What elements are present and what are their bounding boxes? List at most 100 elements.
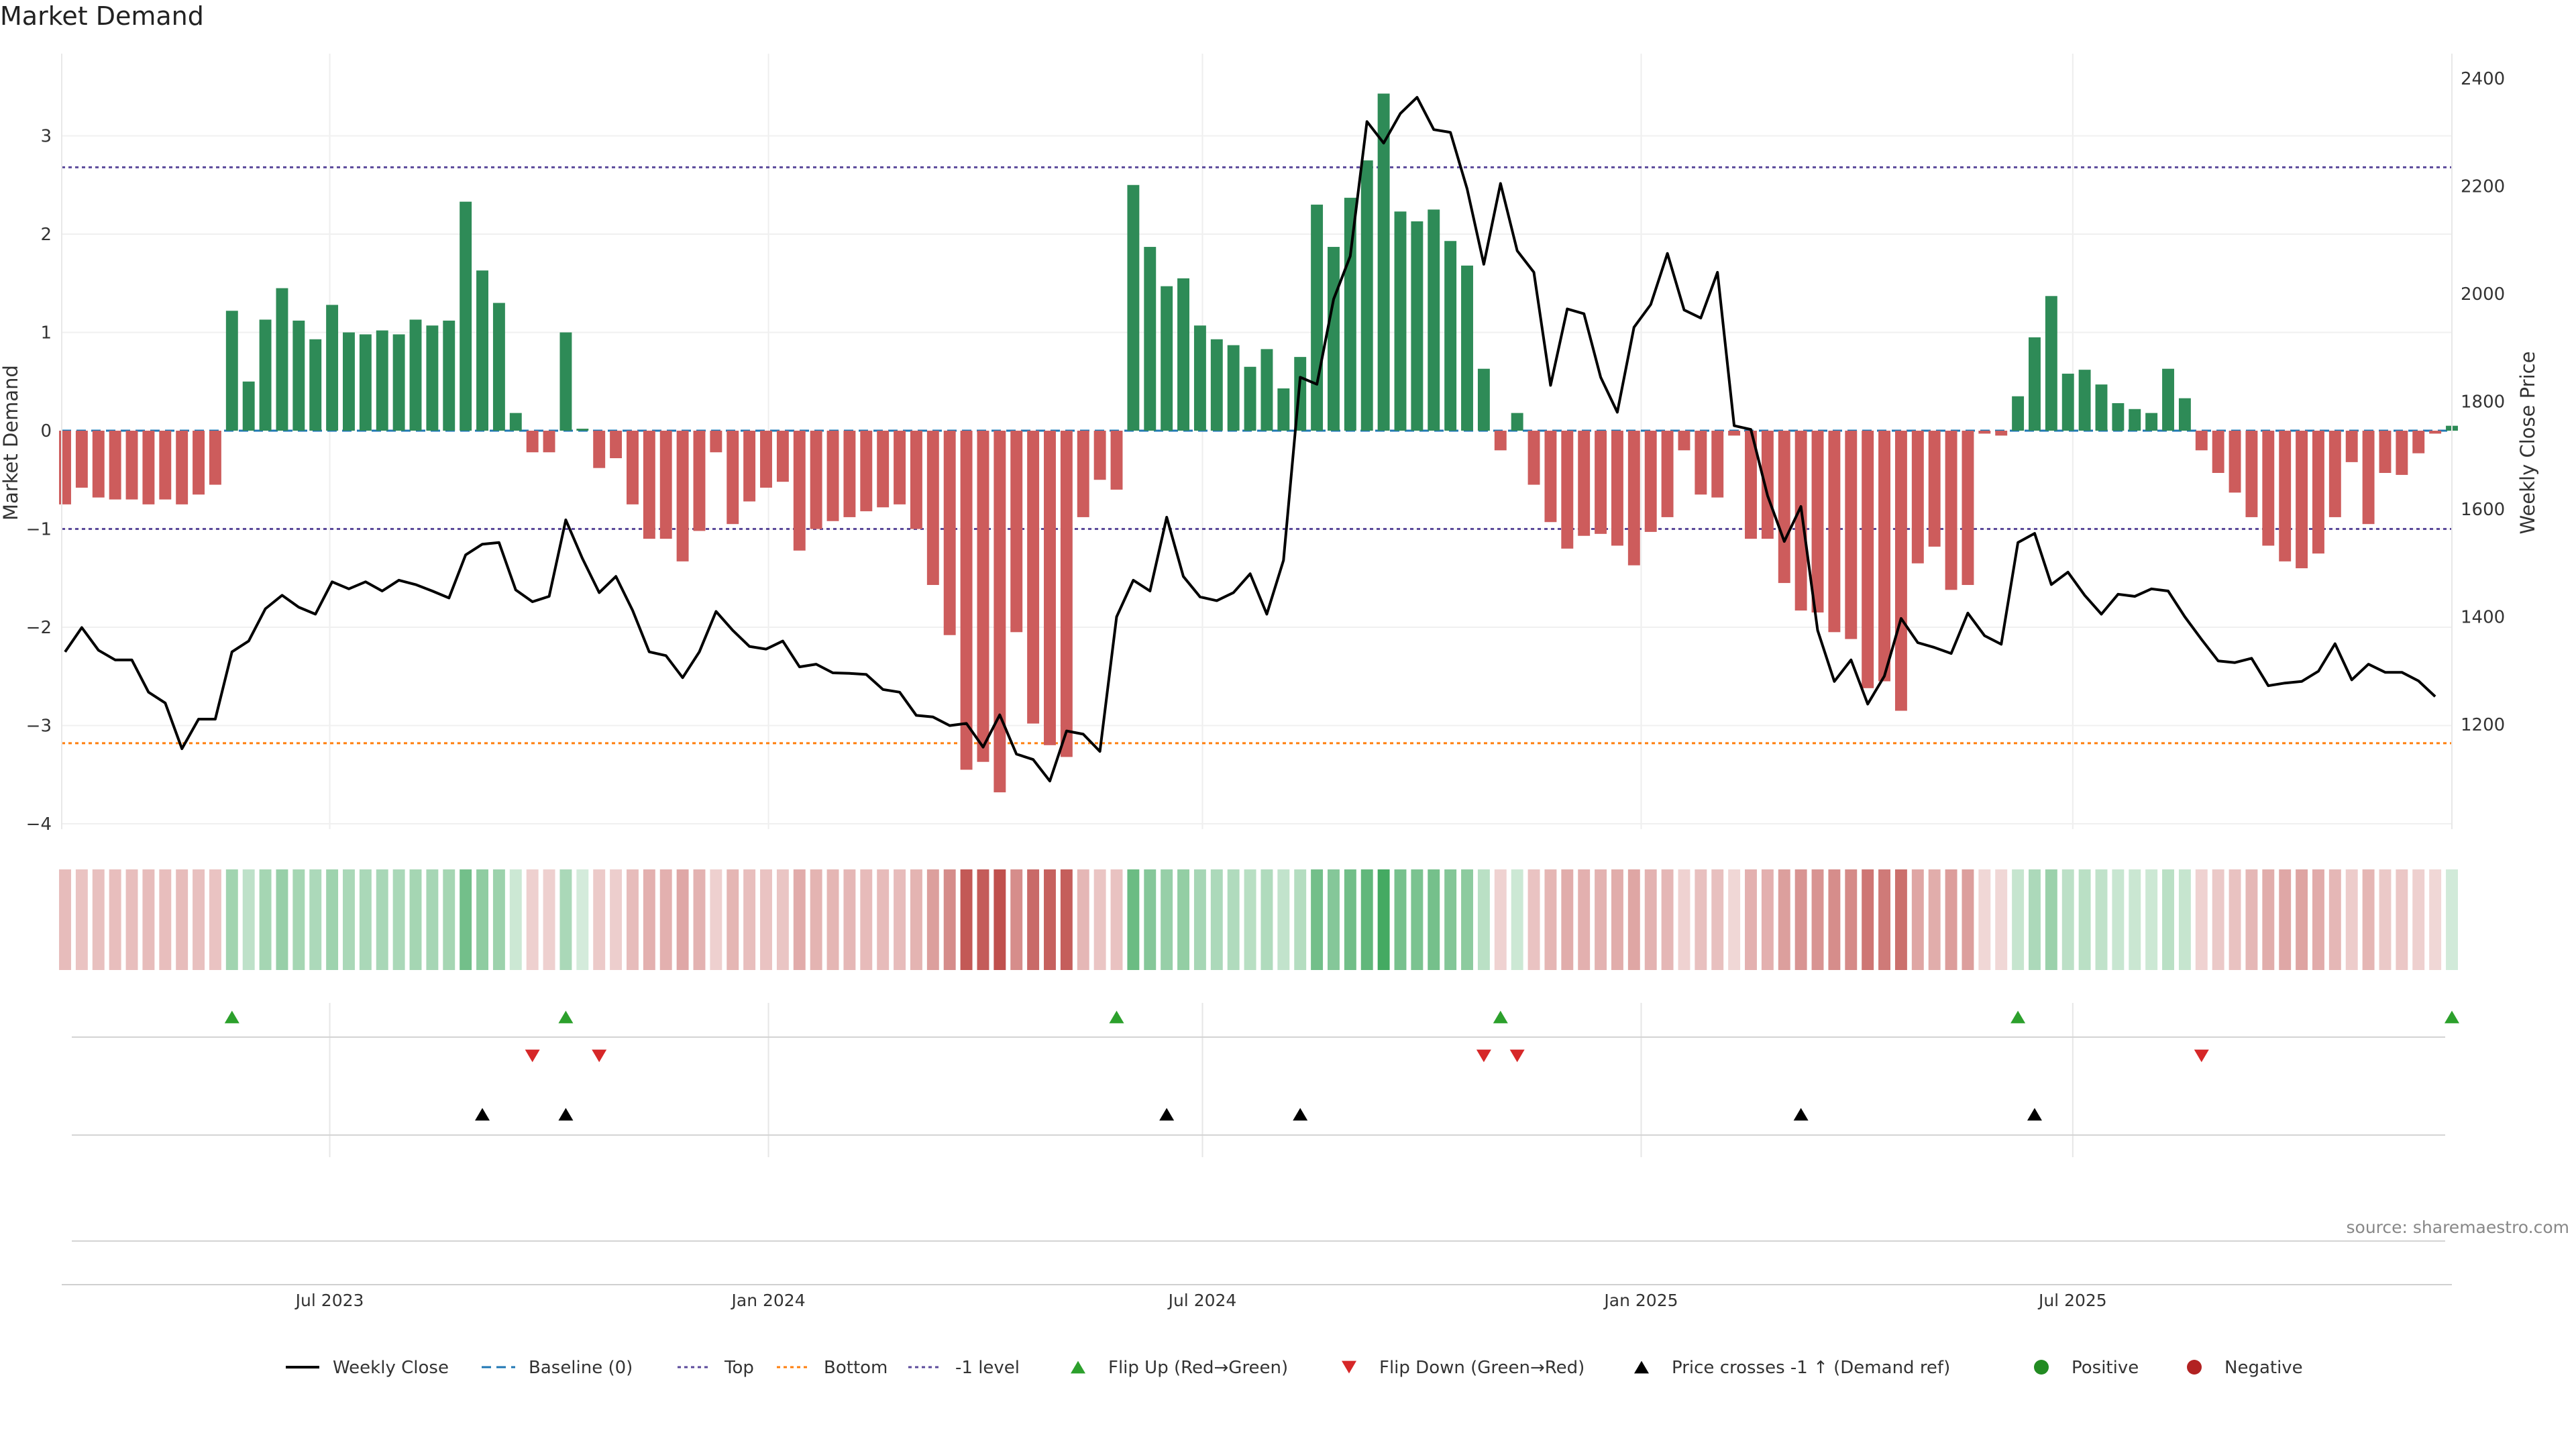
heat-cell (92, 869, 105, 970)
heat-cell (2396, 869, 2408, 970)
flip-down-marker (2194, 1049, 2209, 1063)
demand-bar (1511, 413, 1523, 431)
demand-bar (1044, 431, 1056, 745)
heat-cell (1193, 869, 1206, 970)
demand-bar (1711, 431, 1724, 498)
y-right-tick-label: 1400 (2461, 608, 2505, 628)
demand-bar (509, 413, 522, 431)
heat-cell (1227, 869, 1240, 970)
demand-bar (2178, 398, 2191, 431)
demand-bar (176, 431, 189, 504)
demand-bar (193, 431, 205, 495)
heat-cell (1794, 869, 1807, 970)
heat-cell (2412, 869, 2425, 970)
demand-bar (1778, 431, 1790, 584)
heat-cell (1962, 869, 1974, 970)
demand-bar (1828, 431, 1841, 633)
demand-bar (760, 431, 772, 488)
heat-cell (926, 869, 939, 970)
heat-cell (276, 869, 288, 970)
x-tick-label: Jul 2023 (294, 1291, 364, 1310)
demand-bar (1428, 209, 1440, 431)
demand-bar (2162, 368, 2174, 431)
demand-bar (843, 431, 856, 517)
heat-cell (1761, 869, 1774, 970)
demand-bar (92, 431, 105, 498)
heat-cell (1477, 869, 1490, 970)
demand-bar (877, 431, 890, 508)
heat-cell (2262, 869, 2275, 970)
legend-symbol (2034, 1360, 2049, 1375)
demand-bar (1911, 431, 1924, 564)
legend-label: -1 level (955, 1358, 1020, 1378)
y-right-tick-label: 1600 (2461, 500, 2505, 520)
heat-cell (1077, 869, 1089, 970)
demand-bar (1544, 431, 1557, 523)
legend-item: Price crosses -1 ↑ (Demand ref) (1634, 1358, 1950, 1378)
demand-bar (2279, 431, 2292, 561)
heat-cell (109, 869, 121, 970)
heat-cell (1511, 869, 1523, 970)
heat-cell (409, 869, 422, 970)
heat-cell (1527, 869, 1540, 970)
demand-bar (2262, 431, 2275, 546)
heat-cell (242, 869, 255, 970)
heat-cell (2328, 869, 2341, 970)
flip-down-marker (525, 1049, 540, 1063)
heat-cell (2061, 869, 2074, 970)
heat-cell (727, 869, 739, 970)
demand-bar (1461, 265, 1473, 431)
demand-bar (2029, 337, 2041, 431)
y-left-tick-label: 3 (40, 127, 52, 147)
heat-cell (643, 869, 655, 970)
heat-cell (59, 869, 71, 970)
demand-bar (376, 330, 388, 431)
demand-bar (977, 431, 989, 762)
heat-cell (476, 869, 488, 970)
heat-cell (659, 869, 672, 970)
demand-bar (1328, 247, 1340, 431)
legend-label: Negative (2224, 1358, 2303, 1378)
legend-symbol (2187, 1360, 2202, 1375)
legend-label: Flip Down (Green→Red) (1379, 1358, 1585, 1378)
heat-cell (1595, 869, 1607, 970)
y-right-tick-label: 2200 (2461, 177, 2505, 197)
x-tick-label: Jan 2025 (1603, 1291, 1678, 1310)
demand-bar (2345, 431, 2358, 462)
demand-bar (2061, 374, 2074, 431)
heat-cell (2045, 869, 2057, 970)
price-cross-marker (1159, 1108, 1175, 1121)
demand-bar (1210, 339, 1223, 431)
y-right-axis-label: Weekly Close Price (2516, 352, 2539, 535)
demand-bar (476, 270, 488, 431)
heat-cell (376, 869, 388, 970)
price-cross-marker (1293, 1108, 1308, 1121)
heat-cell (2129, 869, 2141, 970)
demand-bar (1244, 366, 1256, 431)
heat-cell (1027, 869, 1040, 970)
demand-bar (2312, 431, 2324, 554)
demand-bar (75, 431, 88, 488)
demand-bar (59, 431, 71, 504)
legend-label: Bottom (824, 1358, 888, 1378)
heat-cell (392, 869, 405, 970)
flip-down-marker (592, 1049, 607, 1063)
price-cross-marker (1793, 1108, 1809, 1121)
heat-cell (2245, 869, 2258, 970)
demand-bar (1561, 431, 1574, 549)
heat-cell (443, 869, 455, 970)
legend-item: Negative (2187, 1358, 2303, 1378)
demand-bar (926, 431, 939, 586)
heat-cell (292, 869, 305, 970)
heat-cell (860, 869, 873, 970)
heat-cell (710, 869, 722, 970)
demand-bar (1394, 211, 1407, 431)
heat-cell (259, 869, 272, 970)
demand-bar (1494, 431, 1507, 451)
heat-cell (1260, 869, 1273, 970)
heat-cell (1878, 869, 1890, 970)
heat-cell (309, 869, 322, 970)
heat-cell (810, 869, 822, 970)
heat-cell (159, 869, 172, 970)
